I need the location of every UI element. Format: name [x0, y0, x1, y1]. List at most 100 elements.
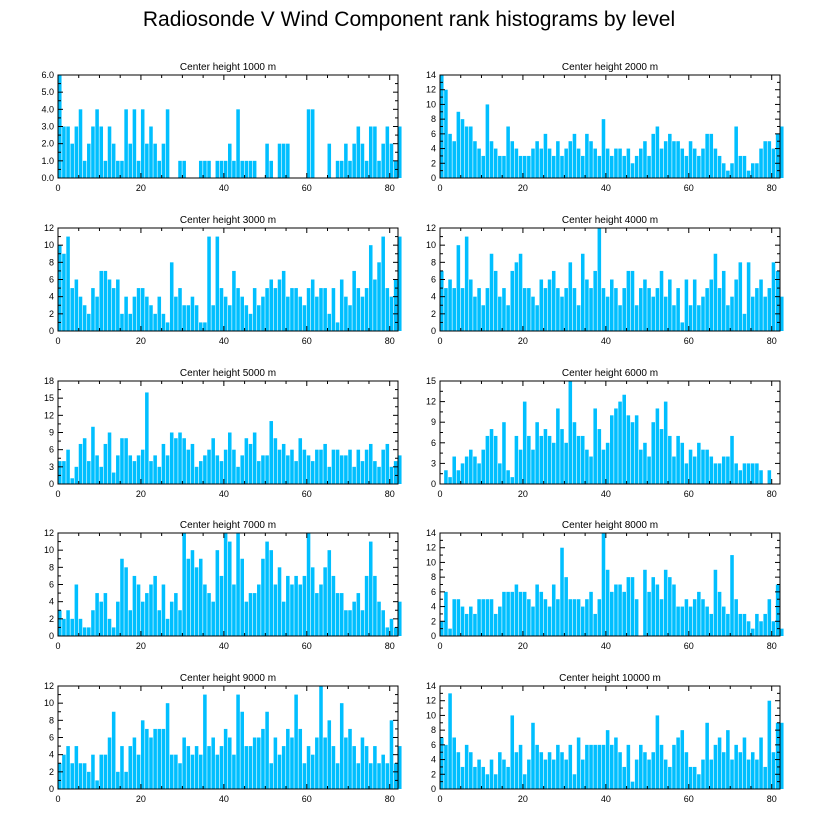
histogram-bar [605, 442, 610, 484]
histogram-bar [601, 533, 606, 636]
histogram-bar [730, 759, 734, 789]
histogram-bar [514, 584, 519, 636]
histogram-bar [124, 567, 128, 636]
histogram-bar [228, 541, 232, 636]
histogram-bar [124, 771, 128, 789]
histogram-bar [560, 155, 564, 178]
histogram-bar [605, 296, 610, 331]
histogram-bar [248, 443, 253, 484]
histogram-bar [543, 599, 548, 636]
y-tick-label: 6 [49, 275, 54, 285]
histogram-bar [759, 737, 763, 789]
histogram-bar [91, 610, 95, 636]
histogram-bar [215, 160, 220, 178]
histogram-bar [306, 533, 311, 636]
histogram-bar [684, 155, 689, 178]
histogram-bar [286, 143, 290, 178]
histogram-bar [493, 148, 498, 178]
histogram-bar [269, 160, 274, 178]
y-tick-label: 3.0 [41, 122, 54, 132]
histogram-bar [444, 470, 448, 484]
histogram-bar [469, 126, 473, 178]
histogram-bar [348, 610, 352, 636]
histogram-bar [713, 253, 718, 331]
histogram-bar [688, 305, 693, 331]
histogram-bar [721, 752, 726, 789]
histogram-bar [298, 584, 303, 636]
histogram-bar [477, 463, 481, 484]
histogram-bar [223, 449, 228, 484]
histogram-bar [493, 774, 498, 789]
histogram-bar [99, 601, 104, 636]
histogram-bar [464, 613, 469, 636]
histogram-bar [368, 245, 373, 331]
histogram-bar [755, 288, 759, 331]
histogram-bar [510, 591, 515, 636]
histogram-bar [174, 754, 178, 789]
histogram-bar [327, 466, 332, 484]
histogram-bar [560, 547, 564, 636]
histogram-bar [460, 288, 465, 331]
histogram-bar [614, 408, 618, 484]
histogram-bar [531, 148, 535, 178]
y-tick-label: 0 [431, 326, 436, 336]
x-tick-label: 20 [136, 641, 146, 651]
histogram-bar [593, 408, 597, 484]
histogram-bar [298, 296, 303, 331]
y-tick-label: 4 [49, 597, 54, 607]
histogram-bar [87, 627, 91, 636]
x-tick-label: 60 [302, 336, 312, 346]
histogram-bar [502, 759, 506, 789]
histogram-bar [746, 170, 751, 178]
histogram-bar [161, 443, 166, 484]
histogram-bar [335, 763, 340, 789]
histogram-panel: Center height 4000 m 0 2 4 6 8 10 12 0 20 40 60 80 [426, 215, 784, 346]
histogram-bar [668, 133, 672, 178]
histogram-bar [502, 155, 506, 178]
histogram-bar [124, 438, 128, 484]
histogram-bar [178, 610, 182, 636]
histogram-bar [327, 143, 332, 178]
x-tick-label: 20 [136, 183, 146, 193]
histogram-bar [364, 746, 369, 789]
histogram-bar [62, 754, 66, 789]
x-tick-label: 20 [136, 336, 146, 346]
histogram-bar [140, 449, 145, 484]
panel-title: Center height 1000 m [180, 62, 276, 73]
histogram-bar [140, 601, 145, 636]
histogram-bar [252, 737, 257, 789]
x-tick-label: 60 [684, 183, 694, 193]
histogram-bar [203, 584, 207, 636]
histogram-bar [755, 463, 759, 484]
histogram-bar [456, 752, 461, 789]
histogram-bar [705, 288, 709, 331]
histogram-bar [161, 313, 166, 331]
histogram-bar [298, 728, 303, 789]
histogram-bar [198, 160, 203, 178]
histogram-bar [572, 599, 577, 636]
histogram-bar [601, 119, 606, 178]
histogram-bar [568, 141, 573, 178]
histogram-bar [360, 461, 365, 484]
histogram-bar [676, 737, 680, 789]
histogram-bar [543, 288, 548, 331]
histogram-panel: Center height 3000 m 0 2 4 6 8 10 12 0 20 40 60 80 [44, 215, 402, 346]
histogram-bar [643, 752, 647, 789]
x-tick-label: 80 [385, 183, 395, 193]
y-tick-label: 0 [431, 631, 436, 641]
x-tick-label: 40 [601, 336, 611, 346]
histogram-panel: Center height 6000 m 0 3 6 9 12 15 0 20 40 60 80 [426, 368, 781, 499]
histogram-bar [107, 432, 112, 484]
histogram-bar [310, 567, 315, 636]
histogram-bar [306, 746, 311, 789]
histogram-bar [522, 288, 527, 331]
histogram-bar [132, 296, 137, 331]
histogram-bar [207, 449, 211, 484]
histogram-bar [456, 111, 461, 178]
histogram-bar [377, 466, 381, 484]
histogram-bar [165, 618, 170, 636]
histogram-bar [750, 296, 755, 331]
histogram-bar [576, 599, 581, 636]
y-tick-label: 9 [431, 417, 436, 427]
y-tick-label: 4.0 [41, 104, 54, 114]
